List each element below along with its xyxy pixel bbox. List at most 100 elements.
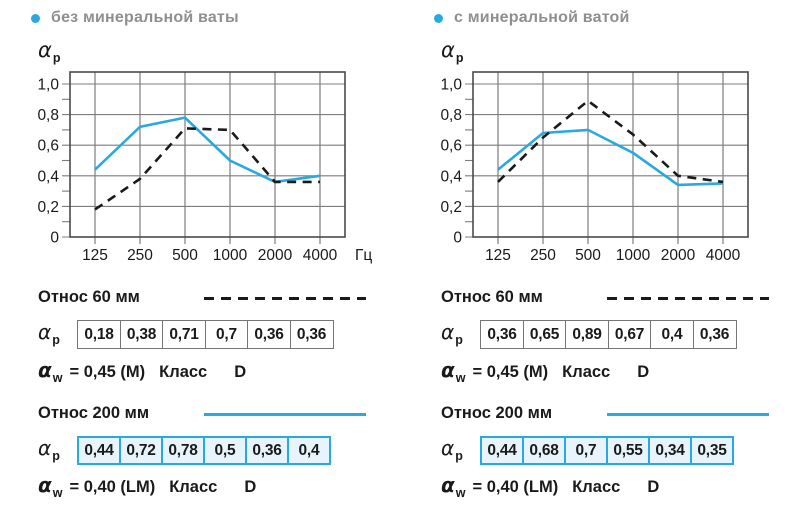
alpha-w-symbol: αw [38,473,63,500]
values-table-200mm: 0,44 0,68 0,7 0,55 0,34 0,35 [480,436,734,465]
bullet-icon [434,13,443,23]
alpha-w-value: = 0,45 (M) [69,363,146,381]
alpha-w-value: = 0,40 (LM) [472,478,559,496]
alpha-w-row-60mm: αw = 0,45 (M) Класс D [38,360,246,385]
svg-text:0,6: 0,6 [37,138,59,155]
svg-text:0,4: 0,4 [440,168,462,185]
svg-text:1000: 1000 [616,247,651,264]
class-label: Класс [169,478,218,496]
svg-text:0,2: 0,2 [440,199,462,216]
svg-text:250: 250 [530,247,556,264]
svg-text:0: 0 [50,230,59,247]
legend-line-dashed [204,297,366,300]
svg-text:2000: 2000 [661,247,696,264]
alpha-w-row-200mm: αw = 0,40 (LM) Класс D [441,475,659,500]
svg-text:0,8: 0,8 [440,107,462,124]
svg-text:250: 250 [127,247,153,264]
panel-without-mineral-wool: без минеральной ваты αp 0 0,2 0,4 0,6 0,8 1,0… [25,0,397,520]
value-cell: 0,4 [650,320,694,349]
value-cell: 0,34 [648,436,692,465]
absorption-chart-right: 0 0,2 0,4 0,6 0,8 1,0 125 250 500 1000 2000 4000 [440,71,749,264]
svg-text:125: 125 [485,247,511,264]
value-cell: 0,68 [522,436,566,465]
panel-header: без минеральной ваты [31,9,239,27]
panel-title: с минеральной ватой [454,9,630,26]
value-cell: 0,65 [522,320,567,349]
value-cell: 0,35 [690,436,734,465]
class-value: D [244,478,257,496]
value-cell: 0,36 [247,320,291,349]
value-cell: 0,36 [692,320,737,349]
values-table-60mm: 0,18 0,38 0,71 0,7 0,36 0,36 [77,320,334,349]
values-row-60mm: αp 0,18 0,38 0,71 0,7 0,36 0,36 [38,320,334,349]
svg-text:0,8: 0,8 [37,107,59,124]
value-cell: 0,44 [480,436,524,465]
alpha-w-value: = 0,40 (LM) [69,478,156,496]
legend-line-solid [607,413,769,416]
values-row-200mm: αp 0,44 0,72 0,78 0,5 0,36 0,4 [38,436,331,465]
svg-text:1,0: 1,0 [37,77,59,94]
series-title-60mm: Относ 60 мм [441,288,543,306]
svg-text:1000: 1000 [213,247,248,264]
svg-text:125: 125 [82,247,108,264]
value-cell: 0,55 [606,436,650,465]
series-title-60mm: Относ 60 мм [38,288,140,306]
alpha-p-axis-label: αp [38,38,61,65]
alpha-p-symbol: αp [441,320,463,348]
value-cell: 0,36 [245,436,289,465]
svg-text:1,0: 1,0 [440,77,462,94]
svg-text:0: 0 [453,230,462,247]
class-label: Класс [159,363,208,381]
svg-text:500: 500 [575,247,601,264]
panel-header: с минеральной ватой [434,9,630,27]
svg-text:0,2: 0,2 [37,199,59,216]
svg-text:4000: 4000 [706,247,741,264]
alpha-w-symbol: αw [38,358,63,385]
alpha-p-symbol: αp [38,320,60,348]
alpha-w-row-200mm: αw = 0,40 (LM) Класс D [38,475,256,500]
values-row-60mm: αp 0,36 0,65 0,89 0,67 0,4 0,36 [441,320,737,349]
legend-line-solid [204,413,366,416]
absorption-chart-left: 0 0,2 0,4 0,6 0,8 1,0 125 250 500 1000 2000 4000 Гц [37,71,372,264]
svg-text:0,4: 0,4 [37,168,59,185]
svg-text:500: 500 [172,247,198,264]
svg-text:Гц: Гц [355,247,372,264]
alpha-p-axis-label: αp [441,38,464,65]
alpha-p-symbol: αp [38,436,60,464]
value-cell: 0,36 [289,320,334,349]
class-value: D [234,363,247,381]
value-cell: 0,36 [480,320,524,349]
alpha-w-symbol: αw [441,473,466,500]
class-value: D [647,478,660,496]
alpha-w-value: = 0,45 (M) [472,363,549,381]
value-cell: 0,89 [565,320,609,349]
class-label: Класс [572,478,621,496]
value-cell: 0,71 [162,320,206,349]
value-cell: 0,7 [204,320,249,349]
bullet-icon [31,13,40,23]
values-table-60mm: 0,36 0,65 0,89 0,67 0,4 0,36 [480,320,737,349]
class-value: D [637,363,650,381]
value-cell: 0,38 [119,320,164,349]
legend-line-dashed [607,297,769,300]
values-table-200mm: 0,44 0,72 0,78 0,5 0,36 0,4 [77,436,331,465]
value-cell: 0,72 [119,436,163,465]
value-cell: 0,67 [607,320,652,349]
value-cell: 0,18 [77,320,121,349]
svg-text:2000: 2000 [258,247,293,264]
svg-text:0,6: 0,6 [440,138,462,155]
alpha-p-symbol: αp [441,436,463,464]
panel-title: без минеральной ваты [51,9,239,26]
value-cell: 0,7 [564,436,608,465]
series-title-200mm: Относ 200 мм [38,404,150,422]
value-cell: 0,5 [203,436,247,465]
values-row-200mm: αp 0,44 0,68 0,7 0,55 0,34 0,35 [441,436,734,465]
class-label: Класс [562,363,611,381]
alpha-w-symbol: αw [441,358,466,385]
value-cell: 0,44 [77,436,121,465]
series-title-200mm: Относ 200 мм [441,404,553,422]
value-cell: 0,4 [287,436,331,465]
value-cell: 0,78 [161,436,205,465]
panel-with-mineral-wool: с минеральной ватой αp 0 0,2 0,4 0,6 0,8 1,0 1… [428,0,800,520]
alpha-w-row-60mm: αw = 0,45 (M) Класс D [441,360,649,385]
